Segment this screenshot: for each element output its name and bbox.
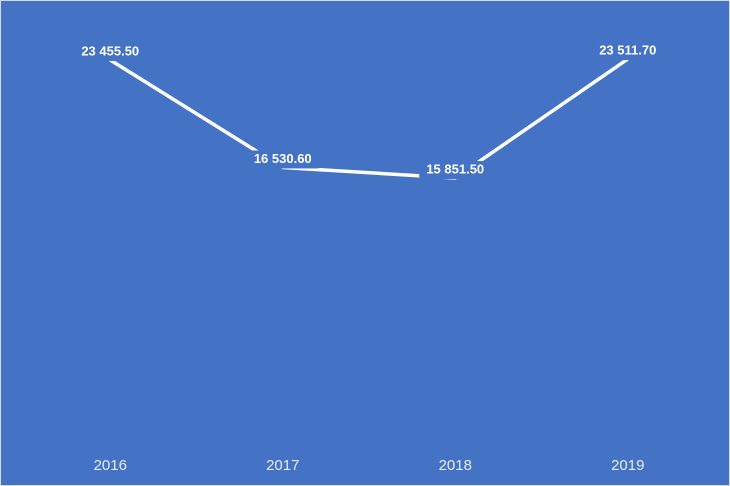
data-label: 23 455.50 [81, 43, 139, 58]
data-label-bg [246, 150, 319, 169]
x-tick-label: 2018 [439, 457, 472, 474]
data-label-bg [591, 42, 664, 61]
line [109, 57, 629, 180]
data-label-bg [419, 160, 492, 179]
x-tick-label: 2019 [611, 457, 644, 474]
x-tick-label: 2016 [94, 457, 127, 474]
x-tick-label: 2017 [266, 457, 299, 474]
data-label: 16 530.60 [254, 151, 312, 166]
data-label-bg [74, 42, 147, 61]
data-label: 15 851.50 [426, 161, 484, 176]
data-label: 23 511.70 [599, 43, 656, 58]
